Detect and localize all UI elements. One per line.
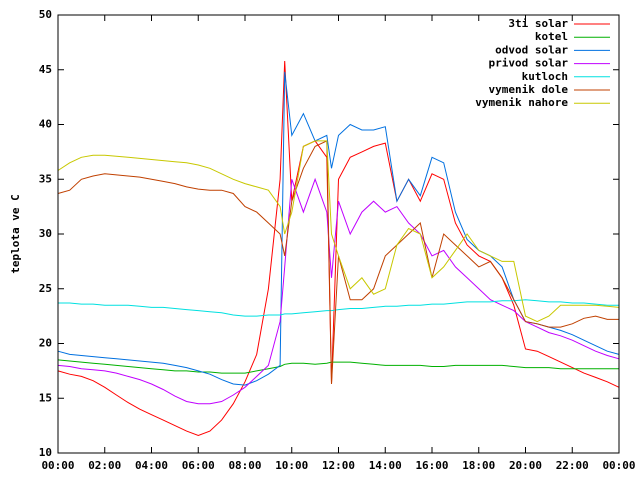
- legend-label: vymenik dole: [489, 83, 569, 96]
- x-tick-label: 16:00: [415, 459, 448, 472]
- y-axis-label: teplota ve C: [9, 194, 22, 273]
- legend-label: 3ti solar: [508, 17, 568, 30]
- y-tick-label: 30: [39, 227, 52, 240]
- x-tick-label: 02:00: [88, 459, 121, 472]
- x-tick-label: 14:00: [369, 459, 402, 472]
- series-line: [57, 140, 619, 385]
- x-tick-label: 22:00: [556, 459, 589, 472]
- x-tick-label: 06:00: [182, 459, 215, 472]
- y-tick-label: 25: [39, 282, 52, 295]
- y-tick-label: 20: [39, 337, 52, 350]
- series-line: [57, 177, 620, 405]
- x-tick-label: 08:00: [228, 459, 261, 472]
- legend-label: kotel: [535, 30, 568, 43]
- legend-label: privod solar: [489, 57, 569, 70]
- y-tick-label: 15: [39, 391, 52, 404]
- y-tick-label: 50: [39, 8, 52, 21]
- y-tick-label: 35: [39, 172, 52, 185]
- x-tick-label: 20:00: [509, 459, 542, 472]
- x-tick-label: 00:00: [602, 459, 635, 472]
- x-tick-label: 18:00: [462, 459, 495, 472]
- series-line: [57, 140, 620, 323]
- y-tick-label: 45: [39, 63, 52, 76]
- x-tick-label: 00:00: [41, 459, 74, 472]
- legend-label: vymenik nahore: [475, 96, 568, 109]
- x-tick-label: 10:00: [275, 459, 308, 472]
- x-tick-label: 12:00: [322, 459, 355, 472]
- y-tick-label: 10: [39, 446, 52, 459]
- plot-border: [57, 14, 620, 454]
- legend-label: odvod solar: [495, 43, 568, 56]
- y-tick-label: 40: [39, 118, 52, 131]
- x-tick-label: 04:00: [135, 459, 168, 472]
- legend-label: kutloch: [522, 70, 568, 83]
